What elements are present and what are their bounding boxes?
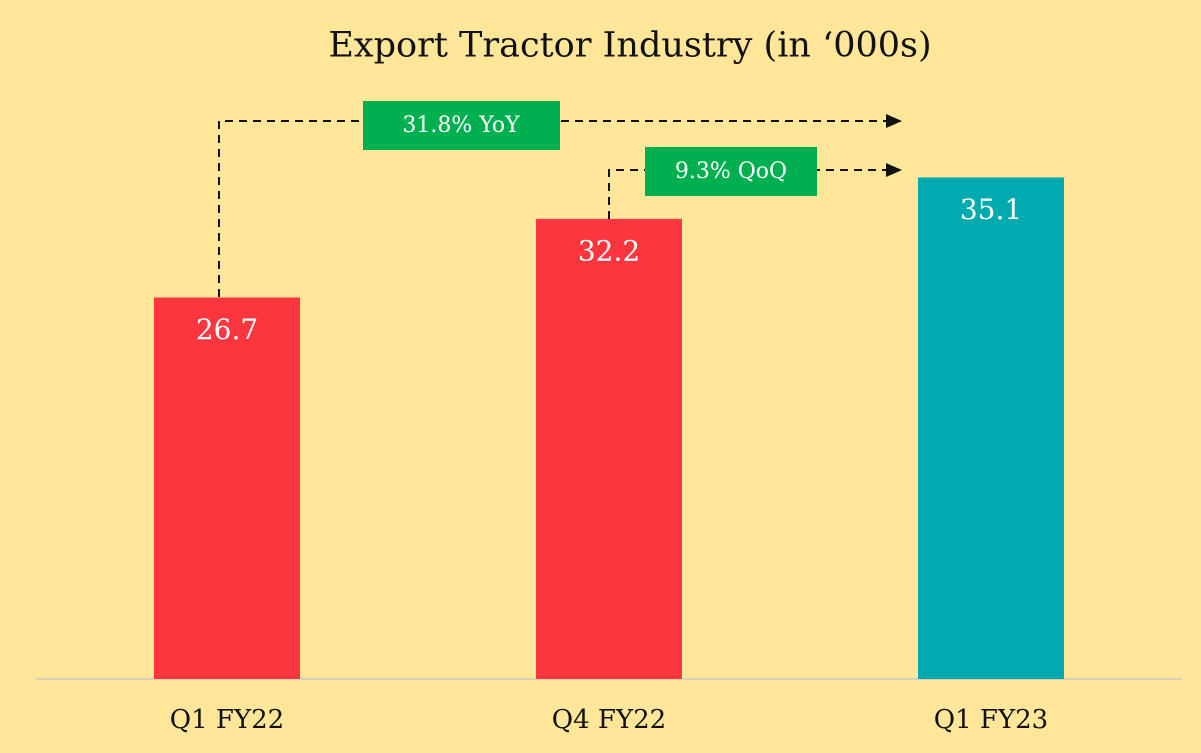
x-tick-label: Q4 FY22: [552, 705, 666, 735]
annotation-box: [363, 101, 560, 150]
annotation: 31.8% YoY: [402, 113, 520, 138]
yoy-connector: [218, 120, 888, 297]
data-label: 26.7: [196, 313, 258, 346]
chart-title: Export Tractor Industry (in ‘000s): [328, 26, 931, 66]
annotation: 9.3% QoQ: [675, 159, 787, 184]
arrowhead: [886, 114, 902, 128]
qoq-connector: [608, 169, 888, 219]
data-label: 32.2: [578, 234, 640, 267]
x-tick-label: Q1 FY22: [170, 705, 284, 735]
connectors: [218, 120, 888, 297]
x-tick-label: Q1 FY23: [934, 705, 1048, 735]
bar: [918, 177, 1064, 679]
data-label: 35.1: [960, 193, 1022, 226]
bar: [536, 218, 682, 680]
annotation-box: [645, 147, 817, 196]
arrowhead: [886, 163, 902, 177]
bar: [154, 297, 300, 679]
